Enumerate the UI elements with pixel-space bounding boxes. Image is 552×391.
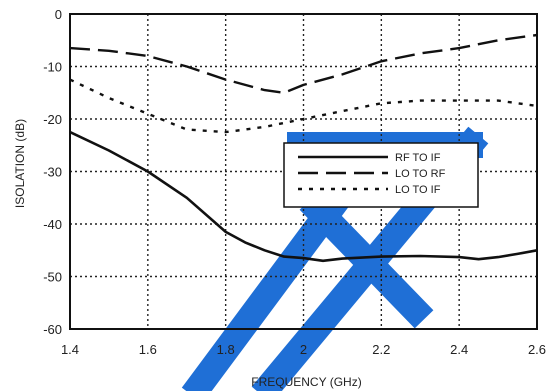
watermark-stroke-2 <box>299 191 434 329</box>
x-axis-label: FREQUENCY (GHz) <box>251 375 361 389</box>
watermark-stroke-0 <box>181 191 349 391</box>
y-tick-label: 0 <box>55 7 62 22</box>
legend: RF TO IF LO TO RF LO TO IF <box>283 142 479 208</box>
y-tick-label: -30 <box>43 165 62 180</box>
y-axis-label: ISOLATION (dB) <box>13 119 27 208</box>
y-tick-label: -10 <box>43 60 62 75</box>
legend-label: RF TO IF <box>395 152 441 164</box>
y-tick-label: -40 <box>43 217 62 232</box>
x-tick-label: 1.4 <box>61 342 79 357</box>
x-tick-label: 2.2 <box>372 342 390 357</box>
series-line-lo-to-rf <box>69 33 538 95</box>
y-tick-label: -20 <box>43 112 62 127</box>
x-tick-label: 2.4 <box>450 342 468 357</box>
x-tick-label: 1.6 <box>139 342 157 357</box>
plot-frame <box>69 13 538 330</box>
x-tick-label: 1.8 <box>217 342 235 357</box>
x-tick-labels: 1.4 1.6 1.8 2 2.2 2.4 2.6 <box>61 342 546 357</box>
series-line-lo-to-if <box>69 78 538 134</box>
series-group <box>69 33 538 263</box>
x-tick-label: 2.6 <box>528 342 546 357</box>
legend-label: LO TO IF <box>395 184 441 196</box>
y-tick-label: -50 <box>43 270 62 285</box>
x-tick-label: 2 <box>300 342 307 357</box>
legend-label: LO TO RF <box>395 168 446 180</box>
y-tick-label: -60 <box>43 322 62 337</box>
series-line-rf-to-if <box>69 130 538 263</box>
y-tick-labels: 0 -10 -20 -30 -40 -50 -60 <box>43 7 62 337</box>
legend-box <box>283 142 479 208</box>
